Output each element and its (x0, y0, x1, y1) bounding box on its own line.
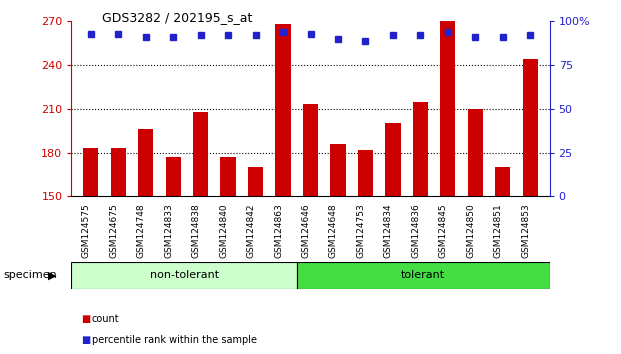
Bar (193, 112, 208, 196)
Bar (138, 129, 153, 196)
Bar (303, 104, 318, 196)
Text: GSM124853: GSM124853 (522, 203, 530, 258)
Bar (386, 124, 401, 196)
Text: GSM124863: GSM124863 (274, 203, 283, 258)
Text: GSM124675: GSM124675 (109, 203, 118, 258)
Bar (496, 167, 510, 196)
Text: GSM124838: GSM124838 (191, 203, 201, 258)
Text: non-tolerant: non-tolerant (150, 270, 219, 280)
Bar (330, 144, 345, 196)
Text: count: count (92, 314, 119, 324)
Bar (166, 157, 181, 196)
Bar (248, 167, 263, 196)
Text: GSM124648: GSM124648 (329, 203, 338, 258)
Text: GSM124575: GSM124575 (81, 203, 91, 258)
Bar (358, 150, 373, 196)
Text: specimen: specimen (3, 270, 57, 280)
Bar (220, 157, 235, 196)
Text: percentile rank within the sample: percentile rank within the sample (92, 335, 257, 345)
Text: GSM124834: GSM124834 (384, 203, 393, 258)
Bar (468, 109, 483, 196)
Text: GSM124850: GSM124850 (466, 203, 476, 258)
Text: tolerant: tolerant (401, 270, 445, 280)
Text: GSM124851: GSM124851 (494, 203, 503, 258)
Text: GSM124646: GSM124646 (302, 203, 310, 258)
Bar (111, 148, 125, 196)
Text: GSM124748: GSM124748 (137, 203, 145, 258)
Bar (523, 59, 538, 196)
Text: GDS3282 / 202195_s_at: GDS3282 / 202195_s_at (102, 11, 253, 24)
Bar (413, 102, 428, 196)
Bar (297, 262, 550, 289)
Bar (83, 148, 98, 196)
Text: GSM124840: GSM124840 (219, 203, 228, 258)
Bar (276, 24, 291, 196)
Text: GSM124845: GSM124845 (439, 203, 448, 258)
Text: GSM124836: GSM124836 (412, 203, 420, 258)
Text: GSM124833: GSM124833 (164, 203, 173, 258)
Text: GSM124842: GSM124842 (247, 203, 255, 258)
Text: GSM124753: GSM124753 (356, 203, 366, 258)
Text: ■: ■ (81, 335, 90, 345)
Bar (71, 262, 297, 289)
Text: ■: ■ (81, 314, 90, 324)
Text: ▶: ▶ (48, 270, 57, 280)
Bar (440, 21, 455, 196)
